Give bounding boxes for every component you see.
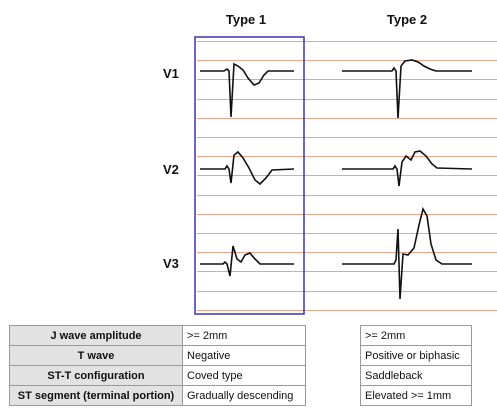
type2-st-segment-value: Elevated >= 1mm bbox=[361, 386, 472, 406]
type1-v1-trace bbox=[200, 64, 294, 117]
table-row: Saddleback bbox=[361, 366, 472, 386]
type2-st-t-configuration-value: Saddleback bbox=[361, 366, 472, 386]
table-row: ST segment (terminal portion) Gradually … bbox=[10, 386, 306, 406]
type2-t-wave-value: Positive or biphasic bbox=[361, 346, 472, 366]
type1-st-t-configuration-value: Coved type bbox=[183, 366, 306, 386]
type1-t-wave-value: Negative bbox=[183, 346, 306, 366]
ecg-diagram bbox=[0, 0, 497, 320]
table-row: T wave Negative bbox=[10, 346, 306, 366]
type1-j-wave-value: >= 2mm bbox=[183, 326, 306, 346]
table-row: ST-T configuration Coved type bbox=[10, 366, 306, 386]
type2-j-wave-value: >= 2mm bbox=[361, 326, 472, 346]
table-row: >= 2mm bbox=[361, 326, 472, 346]
table-row: J wave amplitude >= 2mm bbox=[10, 326, 306, 346]
type1-st-segment-value: Gradually descending bbox=[183, 386, 306, 406]
row-label-t-wave: T wave bbox=[10, 346, 183, 366]
type2-v3-trace bbox=[342, 209, 472, 299]
table-row: Positive or biphasic bbox=[361, 346, 472, 366]
type2-v1-trace bbox=[342, 60, 472, 118]
row-label-j-wave: J wave amplitude bbox=[10, 326, 183, 346]
table-row: Elevated >= 1mm bbox=[361, 386, 472, 406]
type1-criteria-table: J wave amplitude >= 2mm T wave Negative … bbox=[9, 325, 306, 406]
row-label-st-t-configuration: ST-T configuration bbox=[10, 366, 183, 386]
row-label-st-segment: ST segment (terminal portion) bbox=[10, 386, 183, 406]
ecg-grid-lines bbox=[197, 42, 497, 311]
type2-criteria-table: >= 2mm Positive or biphasic Saddleback E… bbox=[360, 325, 472, 406]
